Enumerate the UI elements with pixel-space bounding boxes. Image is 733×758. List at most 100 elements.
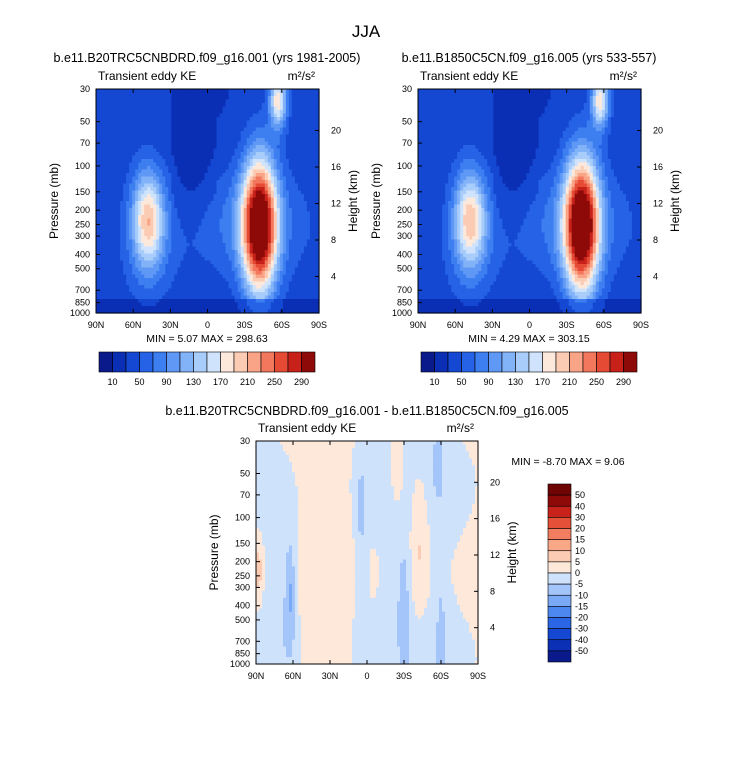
contour-cell (279, 96, 284, 101)
contour-cell (201, 127, 206, 132)
contour-cell (168, 267, 172, 272)
contour-cell (99, 302, 103, 307)
contour-cell (285, 131, 290, 136)
contour-cell (243, 232, 248, 237)
contour-cell (147, 267, 151, 272)
contour-cell (261, 260, 266, 265)
contour-cell (156, 243, 160, 248)
contour-cell (309, 204, 314, 209)
contour-cell (177, 110, 181, 115)
contour-cell (117, 141, 121, 146)
contour-cell (111, 173, 115, 178)
contour-cell (252, 96, 257, 101)
contour-cell (105, 295, 109, 300)
contour-cell (231, 295, 236, 300)
contour-cell (105, 208, 109, 213)
contour-cell (243, 257, 248, 262)
contour-cell (231, 92, 236, 97)
contour-cell (102, 141, 106, 146)
contour-cell (306, 152, 311, 157)
contour-cell (150, 124, 154, 129)
contour-cell (297, 302, 302, 307)
contour-cell (315, 103, 320, 108)
contour-cell (141, 285, 145, 290)
contour-cell (204, 222, 209, 227)
contour-cell (180, 183, 184, 188)
contour-cell (249, 274, 254, 279)
contour-cell (114, 162, 118, 167)
contour-cell (141, 267, 145, 272)
contour-cell (291, 257, 296, 262)
contour-cell (117, 197, 121, 202)
contour-cell (255, 218, 260, 223)
contour-cell (162, 264, 166, 269)
contour-cell (273, 92, 278, 97)
contour-cell (132, 110, 136, 115)
contour-cell (315, 211, 320, 216)
contour-cell (306, 176, 311, 181)
contour-cell (96, 120, 100, 125)
contour-cell (312, 201, 317, 206)
contour-cell (556, 89, 561, 94)
contour-cell (258, 145, 263, 150)
contour-cell (288, 194, 293, 199)
contour-cell (117, 243, 121, 248)
contour-cell (120, 306, 124, 311)
contour-cell (243, 190, 248, 195)
contour-cell (255, 208, 260, 213)
contour-cell (177, 278, 181, 283)
contour-cell (246, 187, 251, 192)
contour-cell (99, 250, 103, 255)
contour-cell (291, 180, 296, 185)
contour-cell (315, 89, 320, 94)
contour-cell (243, 155, 248, 160)
contour-cell (138, 278, 142, 283)
contour-cell (225, 253, 230, 258)
contour-cell (105, 141, 109, 146)
contour-cell (246, 253, 251, 258)
contour-cell (228, 274, 233, 279)
contour-cell (267, 124, 272, 129)
contour-cell (174, 180, 178, 185)
contour-cell (297, 145, 302, 150)
contour-cell (276, 187, 281, 192)
contour-cell (129, 302, 133, 307)
contour-cell (270, 89, 275, 94)
contour-cell (264, 166, 269, 171)
contour-cell (294, 250, 299, 255)
contour-cell (288, 260, 293, 265)
contour-cell (240, 215, 245, 220)
contour-cell (153, 190, 157, 195)
contour-cell (210, 285, 215, 290)
contour-cell (168, 176, 172, 181)
colorbar-label: 250 (267, 377, 282, 387)
contour-cell (189, 271, 194, 276)
contour-cell (270, 278, 275, 283)
contour-cell (213, 187, 218, 192)
contour-cell (279, 267, 284, 272)
contour-cell (198, 295, 203, 300)
contour-cell (126, 187, 130, 192)
contour-cell (105, 232, 109, 237)
contour-cell (162, 162, 166, 167)
contour-cell (303, 295, 308, 300)
contour-cell (159, 288, 163, 293)
contour-cell (198, 225, 203, 230)
contour-cell (270, 134, 275, 139)
contour-cell (207, 124, 212, 129)
contour-cell (216, 250, 221, 255)
contour-cell (279, 145, 284, 150)
contour-cell (186, 211, 191, 216)
contour-cell (300, 264, 305, 269)
contour-cell (228, 113, 233, 118)
contour-cell (294, 232, 299, 237)
contour-cell (141, 159, 145, 164)
contour-cell (237, 257, 242, 262)
contour-cell (243, 180, 248, 185)
contour-cell (439, 92, 443, 97)
contour-cell (183, 89, 187, 94)
contour-cell (111, 246, 115, 251)
contour-cell (180, 250, 184, 255)
contour-cell (210, 148, 215, 153)
contour-cell (168, 236, 172, 241)
